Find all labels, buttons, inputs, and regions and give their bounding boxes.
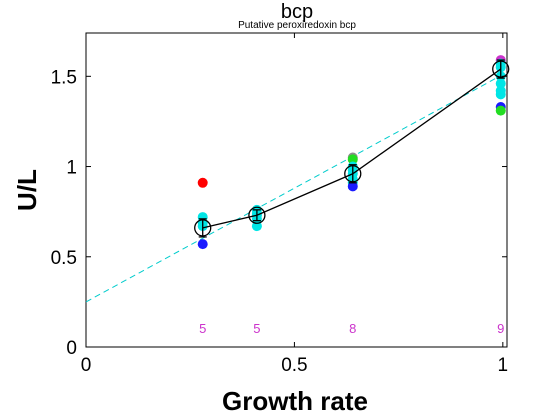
- x-tick-label: 0.5: [281, 355, 307, 376]
- count-label: 5: [253, 321, 260, 336]
- replicate-point: [251, 221, 262, 232]
- count-labels-layer: 5 5 8 9: [199, 321, 504, 336]
- replicate-point: [197, 177, 208, 188]
- y-axis-label: U/L: [12, 169, 42, 211]
- chart-subtitle: Putative peroxiredoxin bcp: [238, 20, 356, 31]
- x-tick-label: 1: [498, 355, 509, 376]
- x-axis-label: Growth rate: [222, 386, 368, 416]
- axes-layer: 0 0.5 1 0 0.5 1 1.5: [51, 33, 509, 376]
- x-tick-label: 0: [81, 355, 92, 376]
- mean-marker: [492, 60, 510, 78]
- mean-marker: [344, 165, 362, 183]
- mean-marker: [248, 206, 266, 224]
- y-tick-label: 1: [66, 158, 77, 179]
- replicate-point: [495, 78, 506, 89]
- count-label: 9: [497, 321, 504, 336]
- plot-area: [85, 32, 508, 348]
- replicate-point: [495, 105, 506, 116]
- replicate-point: [495, 89, 506, 100]
- mean-line: [202, 68, 502, 229]
- replicate-point: [347, 181, 358, 192]
- replicate-point: [197, 239, 208, 250]
- y-tick-label: 0: [66, 338, 77, 359]
- mean-layer: [194, 59, 510, 238]
- y-tick-label: 0.5: [51, 248, 77, 269]
- count-label: 5: [199, 321, 206, 336]
- mean-marker: [194, 219, 212, 237]
- y-tick-label: 1.5: [51, 67, 77, 88]
- count-label: 8: [349, 321, 356, 336]
- replicate-point: [347, 154, 358, 165]
- fit-line-layer: [85, 74, 504, 303]
- chart-title: bcp: [281, 1, 313, 23]
- fit-line: [85, 74, 504, 303]
